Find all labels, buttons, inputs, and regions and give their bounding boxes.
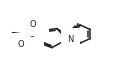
Text: O: O <box>17 40 24 49</box>
Text: N: N <box>67 35 73 44</box>
Text: N: N <box>30 38 37 47</box>
Text: O: O <box>29 20 36 29</box>
Text: S: S <box>29 30 34 39</box>
Text: N: N <box>36 26 42 35</box>
